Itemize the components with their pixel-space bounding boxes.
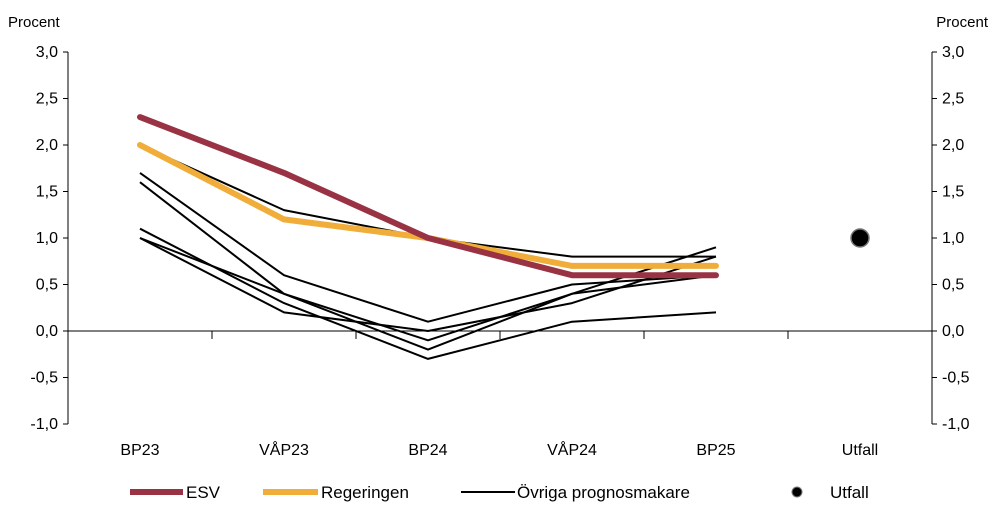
series-line-ovriga: [139, 181, 717, 351]
y-tick-label-right: -1,0: [942, 416, 970, 433]
y-tick-label-left: 0,0: [36, 323, 58, 340]
legend-label-ovriga: Övriga prognosmakare: [517, 483, 690, 502]
y-tick-label-right: 0,5: [942, 277, 964, 294]
legend-label-regeringen: Regeringen: [321, 483, 409, 502]
y-tick-label-right: 1,0: [942, 230, 964, 247]
y-tick-label-right: 0,0: [942, 323, 964, 340]
y-tick-label-left: -0,5: [30, 370, 58, 387]
series-line-esv: [137, 114, 719, 279]
series-line-ovriga: [139, 172, 717, 323]
series-line-regeringen: [137, 142, 719, 269]
legend-swatch-utfall: [791, 486, 803, 498]
y-tick-label-left: 1,5: [36, 184, 58, 201]
x-tick-label: VÅP23: [259, 440, 309, 459]
y-tick-label-right: 3,0: [942, 44, 964, 61]
series-line-ovriga: [139, 237, 717, 342]
x-tick-label: BP24: [408, 442, 447, 459]
outcome-point: [850, 228, 870, 248]
series-line-ovriga: [139, 227, 717, 360]
x-tick-label: BP25: [696, 442, 735, 459]
y-tick-label-left: 3,0: [36, 44, 58, 61]
y-axis-label-left: Procent: [8, 14, 61, 31]
y-tick-label-left: 0,5: [36, 277, 58, 294]
y-tick-label-right: 2,5: [942, 91, 964, 108]
y-tick-label-left: 2,5: [36, 91, 58, 108]
y-tick-label-left: 1,0: [36, 230, 58, 247]
y-tick-label-right: 2,0: [942, 137, 964, 154]
y-tick-label-right: -0,5: [942, 370, 970, 387]
x-tick-label: VÅP24: [547, 440, 597, 459]
y-tick-label-left: 2,0: [36, 137, 58, 154]
y-axis-label-right: Procent: [936, 14, 989, 31]
y-tick-label-left: -1,0: [30, 416, 58, 433]
legend-label-esv: ESV: [186, 483, 221, 502]
x-tick-label: Utfall: [842, 442, 878, 459]
y-tick-label-right: 1,5: [942, 184, 964, 201]
x-tick-label: BP23: [120, 442, 159, 459]
legend-label-utfall: Utfall: [830, 483, 869, 502]
